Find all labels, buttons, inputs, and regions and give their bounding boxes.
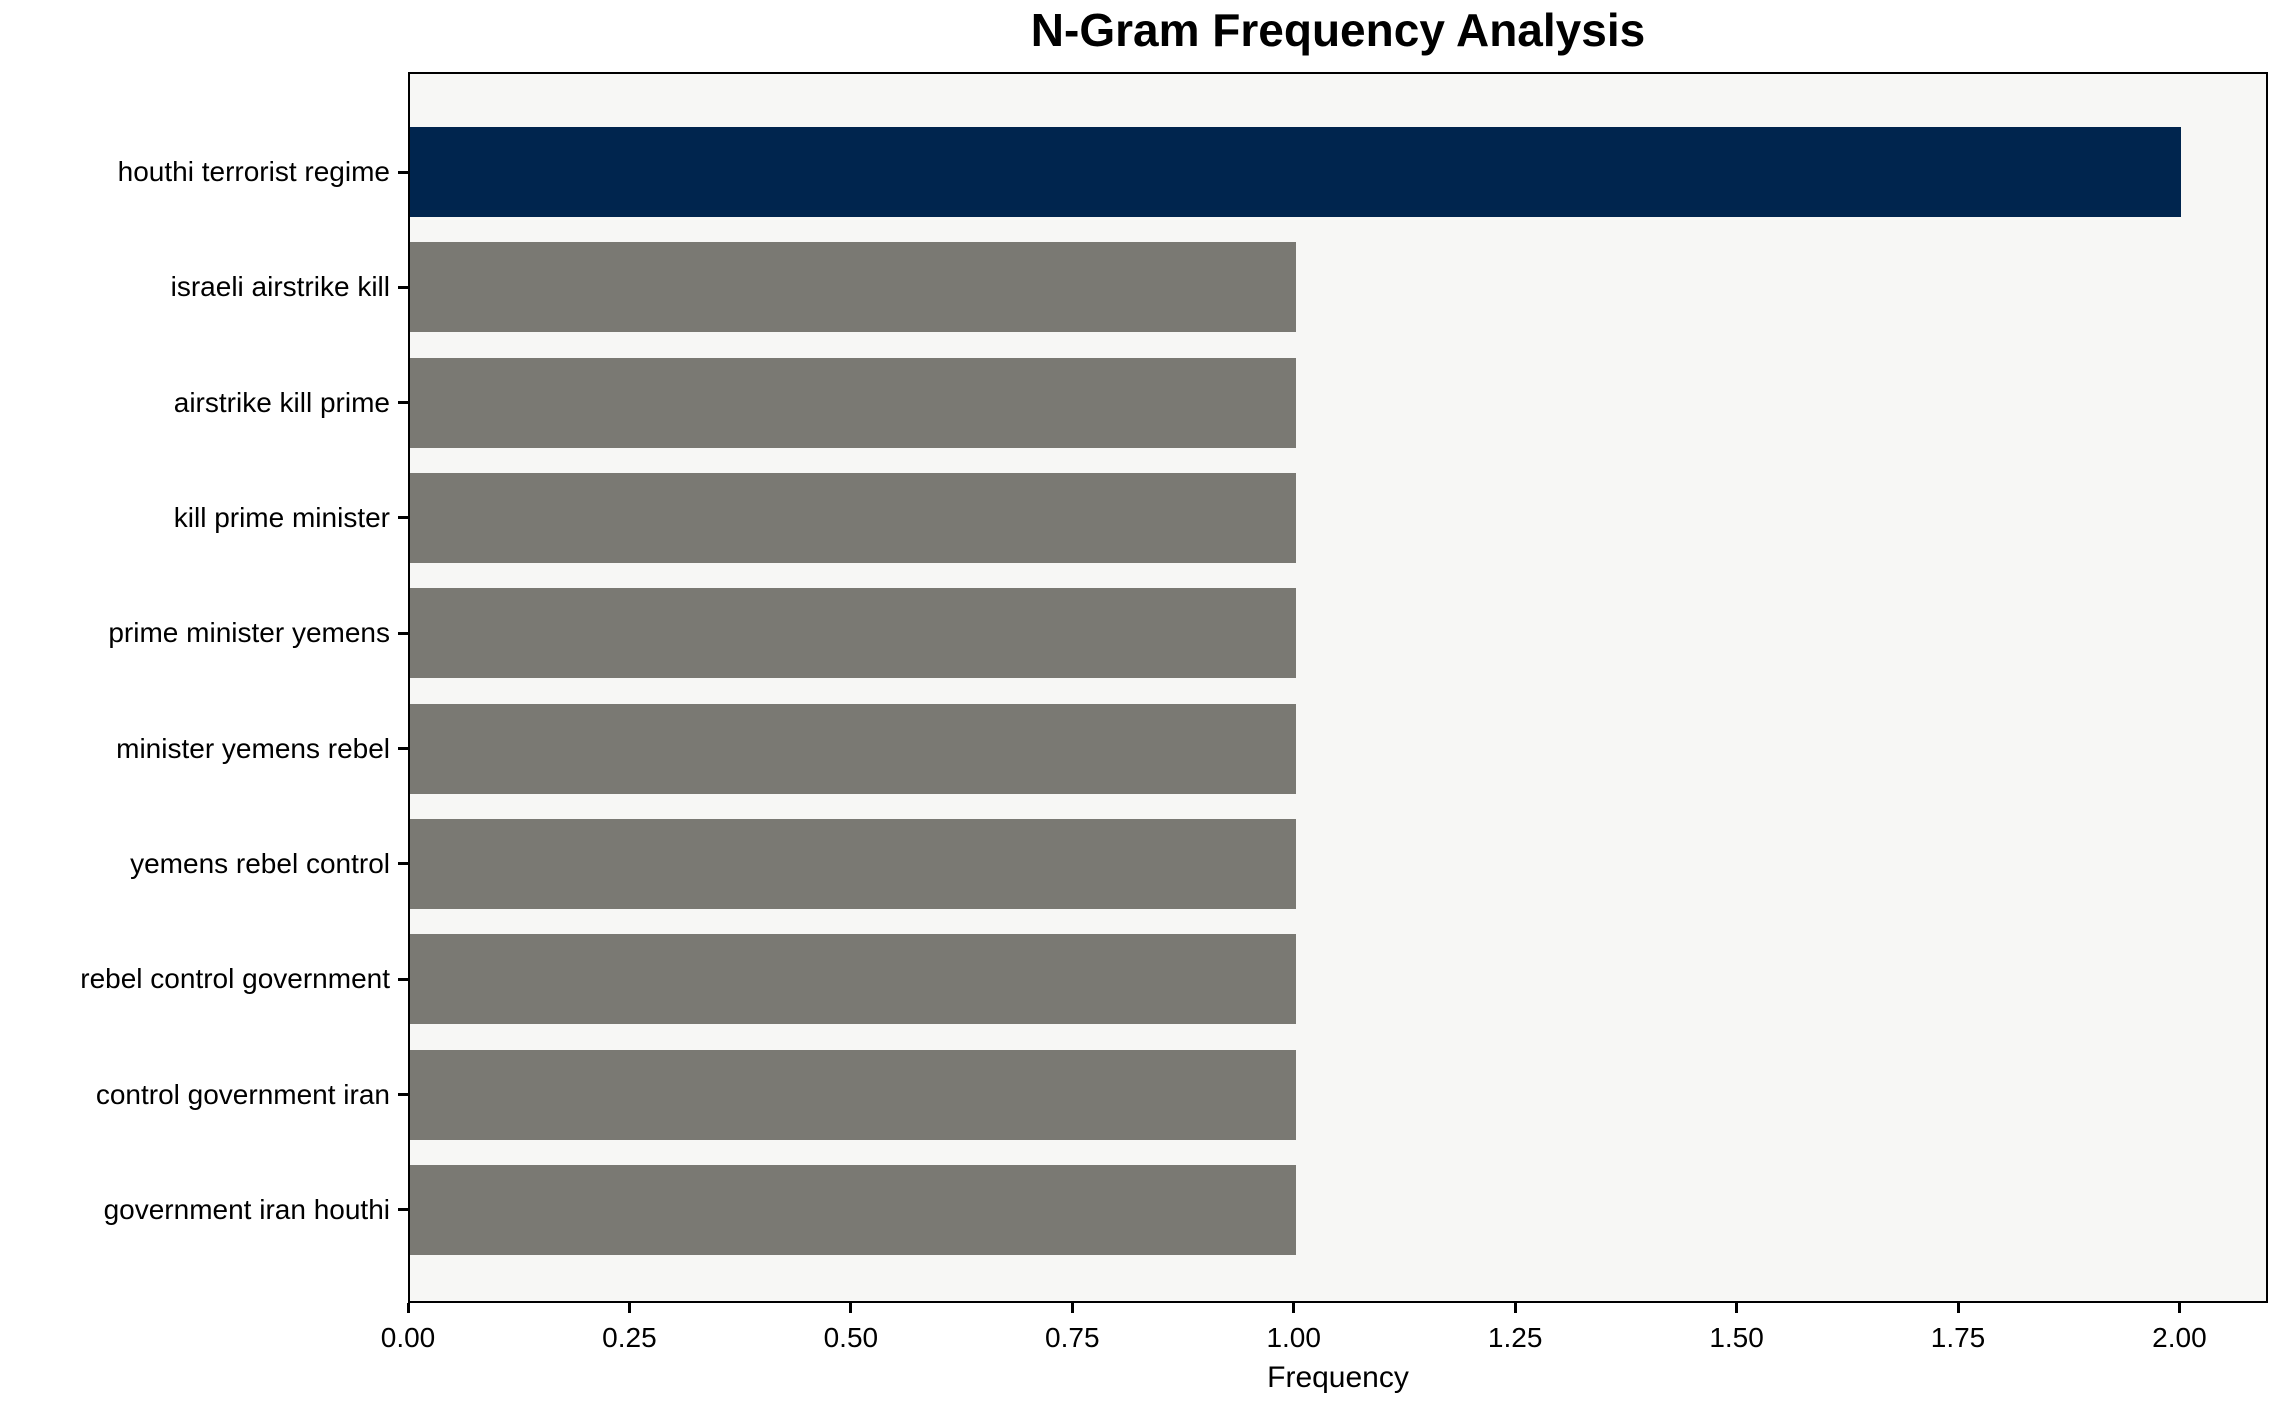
x-tick-label: 1.00 <box>1266 1322 1321 1353</box>
x-tick-mark <box>627 1303 631 1313</box>
y-tick-label: government iran houthi <box>103 1193 390 1225</box>
x-tick-mark <box>1513 1303 1517 1313</box>
bar-kill-prime-minister <box>410 472 1296 563</box>
x-tick-mark <box>2177 1303 2181 1313</box>
x-tick-mark <box>849 1303 853 1313</box>
plot-area <box>408 72 2268 1303</box>
y-tick-mark <box>398 747 408 751</box>
y-tick-label: minister yemens rebel <box>116 732 390 764</box>
bar-rebel-control-government <box>410 934 1296 1025</box>
y-tick-label: houthi terrorist regime <box>117 156 390 187</box>
y-tick-label: control government iran <box>95 1078 390 1110</box>
x-tick-mark <box>1070 1303 1074 1313</box>
y-tick-label: rebel control government <box>80 963 390 995</box>
bar-airstrike-kill-prime <box>410 357 1296 448</box>
bar-prime-minister-yemens <box>410 588 1296 679</box>
y-tick-mark <box>398 401 408 405</box>
x-tick-label: 0.50 <box>823 1322 879 1353</box>
y-tick-mark <box>398 977 408 981</box>
x-tick-label: 1.75 <box>1930 1322 1986 1353</box>
x-tick-label: 0.00 <box>380 1322 436 1353</box>
y-tick-mark <box>398 516 408 520</box>
bar-yemens-rebel-control <box>410 818 1296 909</box>
bar-minister-yemens-rebel <box>410 703 1296 794</box>
x-tick-mark <box>1292 1303 1296 1313</box>
x-tick-label: 1.25 <box>1487 1322 1543 1353</box>
y-tick-label: airstrike kill prime <box>173 386 390 418</box>
y-tick-mark <box>398 1208 408 1212</box>
x-tick-mark <box>1735 1303 1739 1313</box>
x-axis-title: Frequency <box>1267 1361 1409 1394</box>
y-tick-mark <box>398 285 408 289</box>
x-tick-mark <box>1956 1303 1960 1313</box>
chart-title: N-Gram Frequency Analysis <box>1030 4 1646 56</box>
bar-houthi-terrorist-regime <box>410 127 2182 217</box>
y-tick-mark <box>398 631 408 635</box>
x-tick-mark <box>406 1303 410 1313</box>
bar-israeli-airstrike-kill <box>410 242 1296 333</box>
y-tick-label: yemens rebel control <box>130 847 390 879</box>
y-tick-label: kill prime minister <box>173 501 390 533</box>
x-tick-label: 0.75 <box>1045 1322 1100 1353</box>
bar-control-government-iran <box>410 1049 1296 1140</box>
y-tick-mark <box>398 1093 408 1097</box>
y-tick-mark <box>398 862 408 866</box>
y-tick-label: prime minister yemens <box>108 617 390 649</box>
y-tick-label: israeli airstrike kill <box>170 271 390 303</box>
x-tick-label: 2.00 <box>2152 1322 2207 1353</box>
y-tick-mark <box>398 170 408 174</box>
x-tick-label: 1.50 <box>1709 1322 1764 1353</box>
x-tick-label: 0.25 <box>602 1322 657 1353</box>
bar-government-iran-houthi <box>410 1164 1296 1255</box>
